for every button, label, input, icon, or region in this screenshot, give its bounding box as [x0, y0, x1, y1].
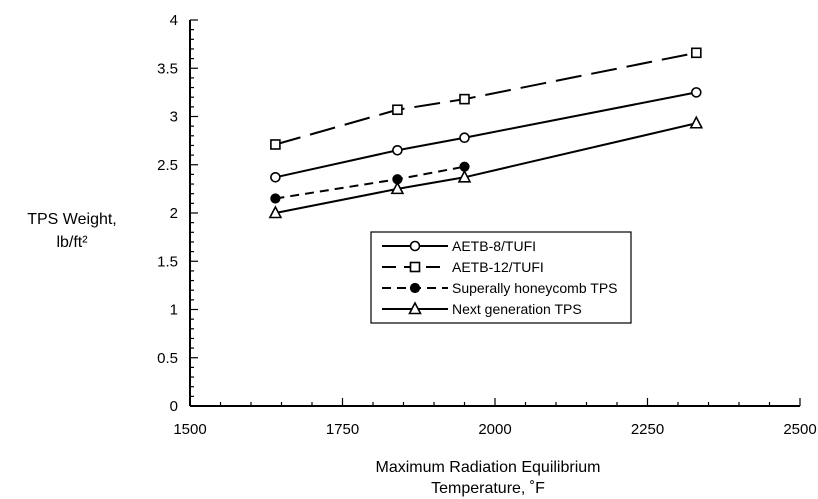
y-axis-label-line2: lb/ft²: [56, 234, 88, 251]
series-3: [270, 161, 470, 204]
legend-label: Next generation TPS: [452, 301, 582, 317]
y-tick-label: 2: [170, 205, 178, 222]
data-point: [459, 93, 470, 105]
legend-marker: [409, 282, 421, 294]
legend-marker: [408, 301, 422, 315]
data-point: [690, 47, 702, 59]
y-tick-label: 4: [170, 12, 178, 29]
series-2: [270, 47, 702, 150]
y-tick-label: 0.5: [157, 350, 178, 367]
data-point: [689, 115, 704, 129]
x-axis-label-line1: Maximum Radiation Equilibrium: [376, 459, 601, 476]
data-point: [270, 139, 281, 150]
series-1: [270, 87, 702, 183]
data-point: [270, 171, 281, 183]
series-line: [275, 91, 697, 179]
legend-marker: [409, 261, 421, 273]
y-tick-label: 1.5: [157, 253, 178, 270]
data-point: [270, 193, 281, 204]
axes: [189, 20, 800, 407]
data-point: [459, 132, 470, 144]
x-tick-label: 1500: [173, 421, 206, 438]
y-tick-label: 2.5: [157, 157, 178, 174]
x-tick-label: 1750: [326, 421, 359, 438]
series-line: [275, 51, 697, 146]
y-tick-label: 3.5: [157, 60, 178, 77]
x-axis-label-line2: Temperature, ˚F: [431, 480, 545, 497]
series-group: [268, 47, 704, 219]
data-point: [457, 169, 472, 183]
data-point: [268, 205, 283, 219]
ticks: 0 0.5 1 1.5 2 2.5 3 3.5 4 1500 1750 2000 2250 2500: [157, 12, 817, 438]
legend-label: AETB-12/TUFI: [452, 259, 544, 275]
series-line: [275, 122, 697, 214]
y-axis-label-line1: TPS Weight,: [27, 211, 117, 228]
y-tick-label: 1: [170, 302, 178, 319]
legend: AETB-8/TUFI AETB-12/TUFI Superally honeyco…: [370, 231, 632, 324]
x-tick-label: 2500: [783, 421, 816, 438]
x-tick-label: 2000: [478, 421, 511, 438]
data-point: [392, 144, 403, 156]
legend-label: Superally honeycomb TPS: [452, 280, 618, 296]
y-tick-label: 3: [170, 109, 178, 126]
legend-label: AETB-8/TUFI: [452, 238, 536, 254]
data-point: [690, 87, 702, 98]
series-4: [268, 115, 704, 219]
x-tick-label: 2250: [631, 421, 664, 438]
data-point: [390, 181, 405, 195]
y-tick-label: 0: [170, 398, 178, 415]
data-point: [392, 104, 403, 116]
legend-marker: [409, 240, 421, 252]
